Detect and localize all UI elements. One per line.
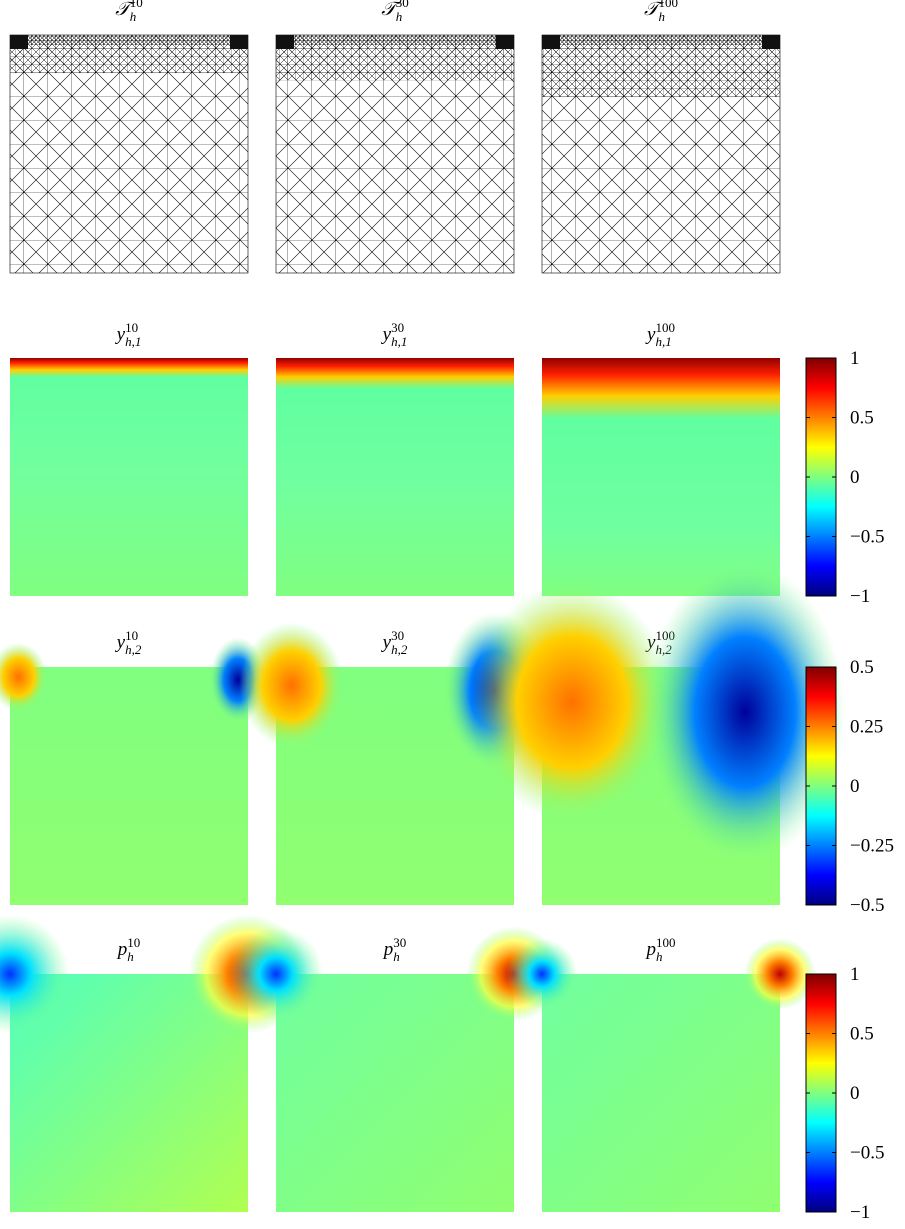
title-sup: 100 [655,320,675,335]
title-sub: h,1 [125,334,141,349]
title-sub: h,1 [391,334,407,349]
panel [10,358,248,596]
title-base: p [382,939,394,960]
title-sub: h [659,9,666,24]
panel [276,358,514,596]
colorbar-tick-label: 0.5 [850,1024,874,1045]
title-sup: 30 [393,935,406,950]
panel-title: y30 h,1 [381,320,408,349]
title-sub: h,2 [125,642,142,657]
colorbar-tick-label: 0 [850,1083,860,1104]
title-sup: 30 [391,320,404,335]
colorbar-tick-label: 0.25 [850,717,883,738]
panel [541,34,781,274]
colorbar [805,357,837,597]
title-sup: 10 [127,935,140,950]
title-sub: h [130,9,137,24]
colorbar-tick-label: 0 [850,776,860,797]
panel [472,562,845,905]
title-sup: 100 [659,0,679,10]
title-sub: h [396,9,403,24]
panel-title: y30 h,2 [381,628,408,657]
panel [0,637,267,905]
panel-title: 𝒯30 h [381,0,409,24]
panel-title: p30 h [382,935,407,964]
title-sub: h,1 [655,334,671,349]
panel [275,34,515,274]
title-base: p [116,939,128,960]
title-sup: 30 [396,0,409,10]
panel-title: y100 h,1 [645,320,675,349]
panel [542,358,780,596]
colorbar-tick-label: 1 [850,348,860,369]
colorbar-tick-label: 0.5 [850,408,874,429]
title-base: y [115,324,126,345]
title-sup: 10 [125,320,138,335]
title-sub: h,2 [391,642,408,657]
panel [9,34,249,274]
colorbar-tick-label: 1 [850,964,860,985]
panel [506,938,816,1212]
title-sub: h [127,949,134,964]
panel-title: y10 h,1 [115,320,142,349]
panel-title: p100 h [645,935,676,964]
colorbar-tick-label: −0.5 [850,527,884,548]
title-base: p [645,939,657,960]
title-base: y [645,324,656,345]
title-sub: h [393,949,400,964]
title-sub: h [656,949,663,964]
colorbar-tick-label: −0.5 [850,1143,884,1164]
panel-title: y10 h,2 [115,628,142,657]
colorbar-tick-label: 0 [850,467,860,488]
panel-title: 𝒯100 h [644,0,678,24]
colorbar-tick-label: 0.5 [850,657,874,678]
colorbar-tick-label: −1 [850,1202,870,1223]
colorbar-tick-label: −0.25 [850,836,894,857]
title-base: y [381,632,392,653]
panel-title: 𝒯10 h [115,0,143,24]
title-sup: 10 [125,628,138,643]
panel-title: p10 h [116,935,141,964]
title-sup: 30 [391,628,404,643]
colorbar-tick-label: −0.5 [850,895,884,916]
title-base: y [381,324,392,345]
colorbar-tick-label: −1 [850,586,870,607]
title-base: y [115,632,126,653]
colorbar [805,973,837,1213]
colorbar [805,666,837,906]
title-sup: 100 [656,935,676,950]
title-sup: 10 [130,0,143,10]
